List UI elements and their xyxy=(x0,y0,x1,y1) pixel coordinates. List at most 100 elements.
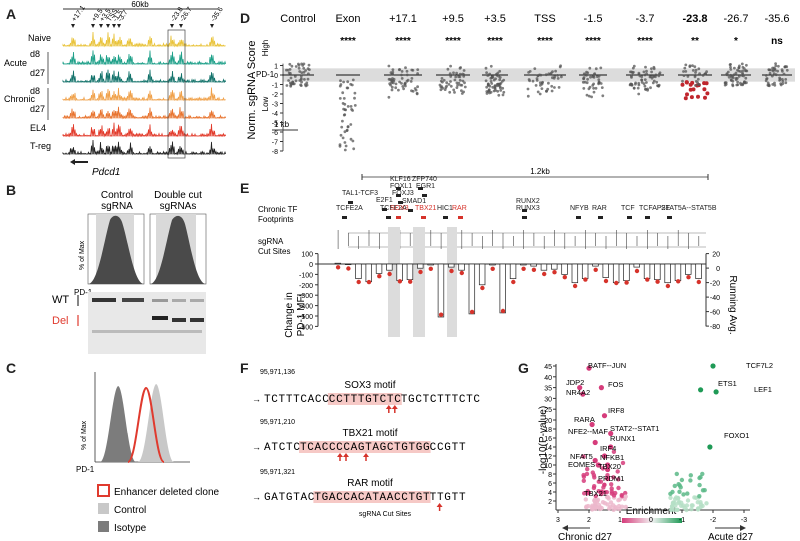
g-point-acute xyxy=(679,500,684,505)
g-point-acute xyxy=(685,491,690,496)
d-point xyxy=(458,72,462,76)
d-point xyxy=(456,83,459,87)
tf-label: STAT5A--STAT5B xyxy=(661,205,717,212)
g-point-chronic xyxy=(602,482,607,487)
cut-arrow xyxy=(436,503,443,507)
d-point xyxy=(691,64,694,67)
cut-sites-label: sgRNA Cut Sites xyxy=(359,511,412,518)
g-point-chronic xyxy=(616,503,622,509)
d-point xyxy=(594,86,598,90)
e-running-avg-point xyxy=(686,275,691,280)
d-point xyxy=(301,64,305,67)
seq-post: TGCTCTTTCTC xyxy=(401,394,481,406)
motif-highlight xyxy=(299,441,431,453)
b-y-label: % of Max xyxy=(79,240,86,270)
d-point xyxy=(343,113,347,116)
d-point xyxy=(765,77,769,80)
d-point xyxy=(394,86,398,90)
cond2-sublabel: sgRNAs xyxy=(160,201,197,212)
d-point xyxy=(453,91,456,94)
d-point xyxy=(397,68,401,72)
e-bar xyxy=(427,263,434,266)
d-point xyxy=(341,136,345,140)
e-bar xyxy=(509,263,517,279)
g-point-chronic xyxy=(581,454,586,459)
site-marker xyxy=(112,24,116,28)
d-point xyxy=(461,79,465,83)
d-point xyxy=(781,69,784,73)
d-point xyxy=(387,95,391,99)
track-signal xyxy=(62,69,227,84)
tf-footprint xyxy=(522,216,527,219)
d-point xyxy=(499,89,503,92)
d-point xyxy=(457,75,460,79)
d-point xyxy=(497,82,501,86)
d-point xyxy=(592,86,595,90)
d-tick-label: -6 xyxy=(272,130,278,137)
arrow-glyph: → xyxy=(252,394,261,404)
e-bar xyxy=(612,263,620,284)
d-point xyxy=(544,73,548,77)
legend-enhancer: Enhancer deleted clone xyxy=(114,487,220,498)
d-point xyxy=(723,81,727,85)
d-point xyxy=(299,78,303,81)
tf-footprint xyxy=(348,201,353,204)
e-running-avg-point xyxy=(500,308,506,314)
tf-label: NFYB xyxy=(570,205,589,212)
site-marker xyxy=(210,24,214,28)
d-point xyxy=(405,69,409,73)
d-point xyxy=(727,75,731,79)
d-point xyxy=(696,77,700,81)
d-point xyxy=(781,78,784,81)
d-point xyxy=(441,86,445,90)
d-category-label: +3.5 xyxy=(484,13,506,25)
site-label: +17.1 xyxy=(71,5,87,24)
tf-footprint xyxy=(396,194,401,197)
d-point xyxy=(586,71,590,75)
flow-histogram-control xyxy=(87,213,145,285)
g-point-label: TBX20 xyxy=(598,462,621,471)
d-point xyxy=(394,82,398,86)
d-point xyxy=(416,85,419,89)
d-point xyxy=(644,87,647,91)
d-point xyxy=(448,72,452,76)
g-point-chronic xyxy=(591,473,597,478)
d-point xyxy=(693,65,697,69)
track-signal xyxy=(62,31,226,48)
track-label: d8 xyxy=(30,86,40,96)
d-tick-label: -7 xyxy=(272,140,278,147)
e-running-avg-point xyxy=(346,266,351,271)
g-y-tick-label: 40 xyxy=(544,375,552,382)
cond1-label: Control xyxy=(101,190,133,201)
d-point xyxy=(299,74,303,78)
g-point-label: NR4A2 xyxy=(566,388,590,397)
e-bar xyxy=(386,263,393,271)
d-point xyxy=(341,119,344,123)
e-running-avg-point xyxy=(634,268,640,274)
e-running-avg-point xyxy=(356,279,361,285)
e-running-avg-point xyxy=(469,309,475,315)
g-point-chronic xyxy=(584,471,590,477)
d-point xyxy=(458,78,462,82)
d-point xyxy=(292,82,296,86)
e-running-avg-point xyxy=(480,285,485,291)
g-labeled-point xyxy=(580,391,586,397)
tf-label: FOXJ3 xyxy=(392,190,414,197)
g-point-label: PRDM1 xyxy=(598,474,624,483)
g-point-chronic xyxy=(623,494,628,499)
d-point xyxy=(640,81,644,84)
tf-label: TCFAP2E xyxy=(639,205,670,212)
panel-c-figure: % of Max PD-1 Enhancer deleted clone Con… xyxy=(76,372,220,534)
seq-motif: TCACCCCAGTAGCTGTGG xyxy=(300,442,430,454)
g-labeled-point xyxy=(592,457,598,464)
tf-footprint xyxy=(576,216,581,219)
d-point xyxy=(342,107,345,111)
d-significance: ** xyxy=(691,36,699,47)
e-bar xyxy=(643,263,651,279)
d-point xyxy=(777,64,780,68)
d-tick-label: -4 xyxy=(272,111,278,118)
d-point xyxy=(703,95,707,100)
d-point xyxy=(684,63,688,67)
d-point xyxy=(650,70,653,74)
e-bar xyxy=(365,263,372,283)
